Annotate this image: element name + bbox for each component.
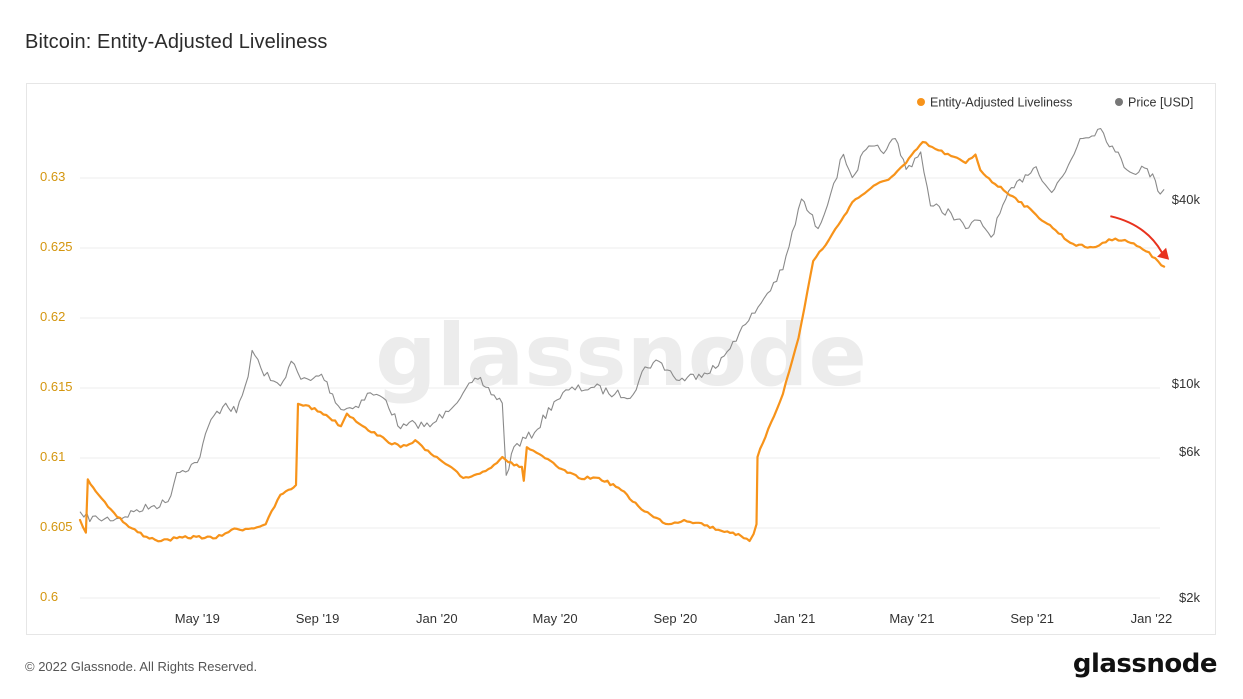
legend-label: Price [USD]: [1128, 96, 1193, 110]
annotations: [1110, 215, 1170, 260]
grid-lines: [80, 177, 1160, 599]
left-axis-ticks: 0.6 0.605 0.61 0.615 0.62 0.625 0.63: [40, 169, 73, 604]
x-tick-label: May '19: [175, 611, 220, 626]
left-tick-label: 0.63: [40, 169, 65, 184]
x-tick-label: Jan '21: [774, 611, 816, 626]
right-tick-label: $10k: [1172, 376, 1201, 391]
left-tick-label: 0.625: [40, 239, 73, 254]
trend-arrow-line: [1110, 215, 1163, 254]
chart-frame: [26, 83, 1216, 635]
right-axis-ticks: $2k $6k $10k $40k: [1172, 192, 1201, 605]
right-tick-label: $2k: [1179, 590, 1200, 605]
x-tick-label: Sep '19: [296, 611, 340, 626]
liveliness-series-line: [78, 140, 1166, 543]
right-tick-label: $40k: [1172, 192, 1201, 207]
legend-marker: [917, 98, 925, 106]
x-tick-label: Sep '20: [654, 611, 698, 626]
left-tick-label: 0.61: [40, 449, 65, 464]
trend-arrow-head: [1157, 247, 1170, 260]
x-axis-ticks: May '19 Sep '19 Jan '20 May '20 Sep '20 Jan '…: [175, 611, 1172, 626]
legend-marker: [1115, 98, 1123, 106]
x-tick-label: Jan '22: [1131, 611, 1173, 626]
left-tick-label: 0.62: [40, 309, 65, 324]
x-tick-label: Jan '20: [416, 611, 458, 626]
right-tick-label: $6k: [1179, 444, 1200, 459]
x-tick-label: May '21: [889, 611, 934, 626]
glassnode-logo: glassnode: [1072, 649, 1218, 679]
price-series-line: [79, 127, 1165, 523]
x-tick-label: May '20: [533, 611, 578, 626]
x-tick-label: Sep '21: [1010, 611, 1054, 626]
left-tick-label: 0.605: [40, 519, 73, 534]
left-tick-label: 0.6: [40, 589, 58, 604]
legend-label: Entity-Adjusted Liveliness: [930, 96, 1072, 110]
legend: Entity-Adjusted Liveliness Price [USD]: [917, 96, 1193, 110]
series-layer: [78, 127, 1166, 543]
chart-title: Bitcoin: Entity-Adjusted Liveliness: [25, 31, 328, 53]
left-tick-label: 0.615: [40, 379, 73, 394]
copyright-footer: © 2022 Glassnode. All Rights Reserved.: [25, 659, 258, 674]
